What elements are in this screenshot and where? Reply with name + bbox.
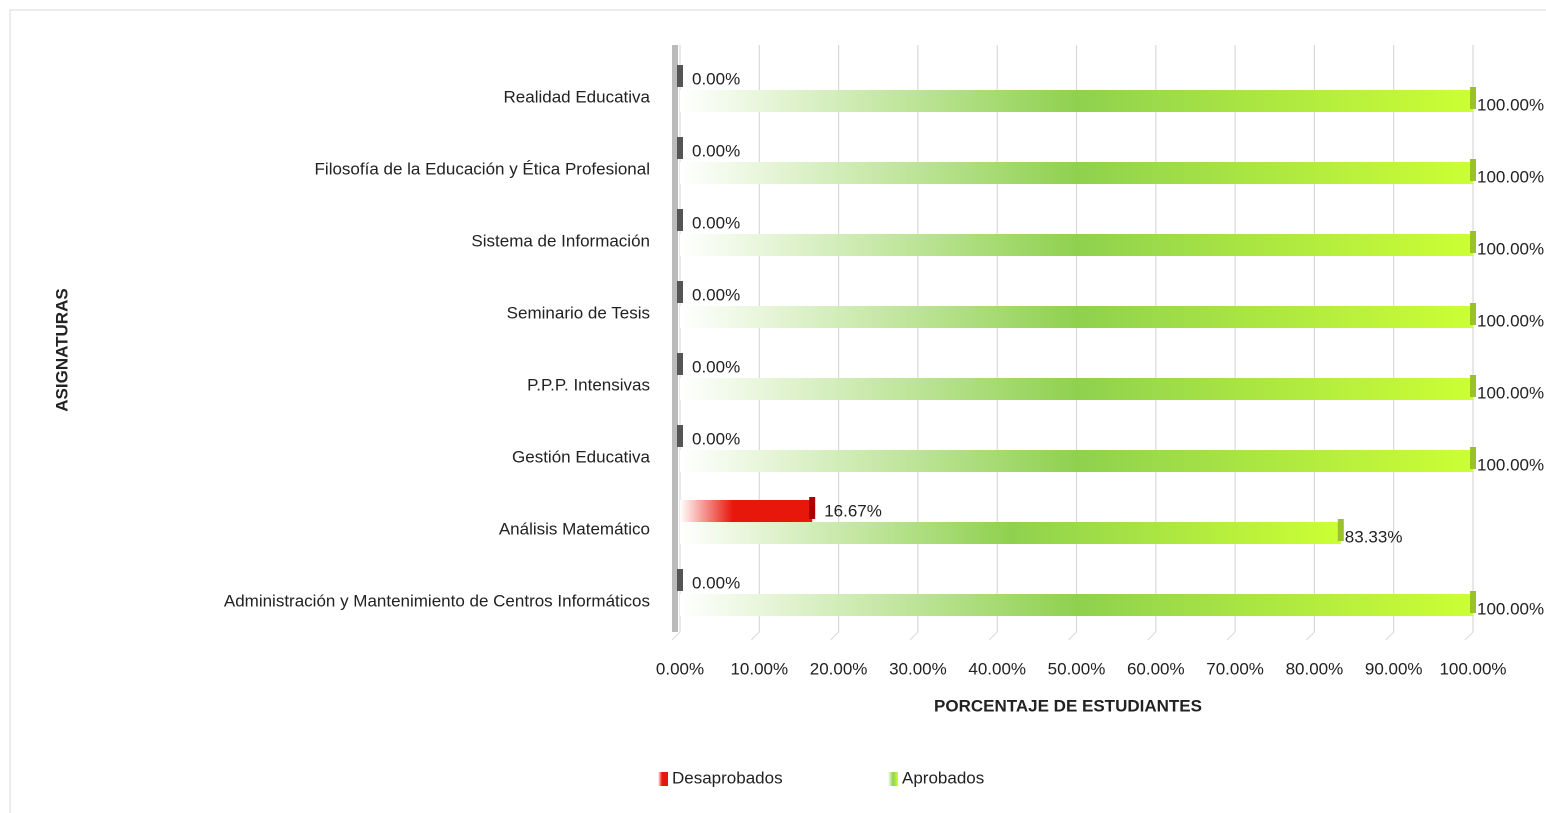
bar-side <box>1337 519 1344 541</box>
data-label: 0.00% <box>692 141 740 160</box>
tick-mark <box>750 631 760 641</box>
x-tick-label: 10.00% <box>730 659 788 678</box>
legend-label: Desaprobados <box>672 768 783 787</box>
x-tick-label: 60.00% <box>1127 659 1185 678</box>
bar-side <box>677 353 683 375</box>
bar <box>680 378 1473 400</box>
tick-mark <box>1068 631 1077 641</box>
x-tick-label: 90.00% <box>1365 659 1423 678</box>
tick-mark <box>1306 631 1315 641</box>
data-label: 0.00% <box>692 213 740 232</box>
data-label: 100.00% <box>1477 311 1544 330</box>
data-label: 0.00% <box>692 69 740 88</box>
bar <box>680 90 1473 112</box>
bar <box>680 500 813 522</box>
data-label: 100.00% <box>1477 239 1544 258</box>
y-tick-label: Filosofía de la Educación y Ética Profes… <box>315 159 650 178</box>
x-axis-title: PORCENTAJE DE ESTUDIANTES <box>934 696 1202 715</box>
bar-side <box>677 137 683 159</box>
data-label: 100.00% <box>1477 599 1544 618</box>
y-axis-title: ASIGNATURAS <box>52 288 71 411</box>
tick-mark <box>1226 631 1236 641</box>
y-tick-label: P.P.P. Intensivas <box>527 375 650 394</box>
bar <box>680 162 1473 184</box>
x-tick-label: 0.00% <box>656 659 704 678</box>
legend-swatch <box>658 772 668 786</box>
x-tick-label: 40.00% <box>968 659 1026 678</box>
tick-mark <box>830 631 839 641</box>
tick-mark <box>671 631 681 641</box>
bar <box>680 306 1473 328</box>
data-label: 100.00% <box>1477 455 1544 474</box>
bar-side <box>1470 303 1476 325</box>
bar-side <box>677 209 683 231</box>
data-label: 100.00% <box>1477 95 1544 114</box>
data-label: 0.00% <box>692 573 740 592</box>
y-tick-label: Gestión Educativa <box>512 447 651 466</box>
y-tick-label: Sistema de Información <box>471 231 650 250</box>
bar <box>680 450 1473 472</box>
bar-side <box>809 497 816 519</box>
bar-side <box>677 425 683 447</box>
x-tick-label: 100.00% <box>1439 659 1506 678</box>
tick-mark <box>1464 631 1474 641</box>
tick-mark <box>988 631 998 641</box>
data-label: 0.00% <box>692 357 740 376</box>
y-tick-label: Seminario de Tesis <box>507 303 650 322</box>
x-tick-label: 30.00% <box>889 659 947 678</box>
bar-side <box>1470 159 1476 181</box>
y-tick-label: Realidad Educativa <box>504 87 651 106</box>
bar-side <box>677 281 683 303</box>
legend-swatch <box>888 772 898 786</box>
bar-side <box>1470 591 1476 613</box>
bar-side <box>1470 231 1476 253</box>
bar-side <box>1470 447 1476 469</box>
axis-wall <box>672 45 678 632</box>
bar-side <box>677 65 683 87</box>
x-tick-label: 20.00% <box>810 659 868 678</box>
tick-mark <box>1385 631 1395 641</box>
data-label: 0.00% <box>692 285 740 304</box>
bar <box>680 234 1473 256</box>
bar-side <box>1470 87 1476 109</box>
chart-border <box>9 9 1546 813</box>
data-label: 83.33% <box>1345 527 1403 546</box>
bar-side <box>677 569 683 591</box>
x-tick-label: 80.00% <box>1286 659 1344 678</box>
data-label: 100.00% <box>1477 383 1544 402</box>
bar <box>680 522 1341 544</box>
x-tick-label: 70.00% <box>1206 659 1264 678</box>
bar-side <box>1470 375 1476 397</box>
y-tick-label: Análisis Matemático <box>499 519 650 538</box>
legend-label: Aprobados <box>902 768 984 787</box>
y-tick-label: Administración y Mantenimiento de Centro… <box>224 591 650 610</box>
data-label: 0.00% <box>692 429 740 448</box>
x-tick-label: 50.00% <box>1048 659 1106 678</box>
tick-mark <box>909 631 919 641</box>
bar <box>680 594 1473 616</box>
data-label: 100.00% <box>1477 167 1544 186</box>
data-label: 16.67% <box>824 501 882 520</box>
tick-mark <box>1147 631 1157 641</box>
